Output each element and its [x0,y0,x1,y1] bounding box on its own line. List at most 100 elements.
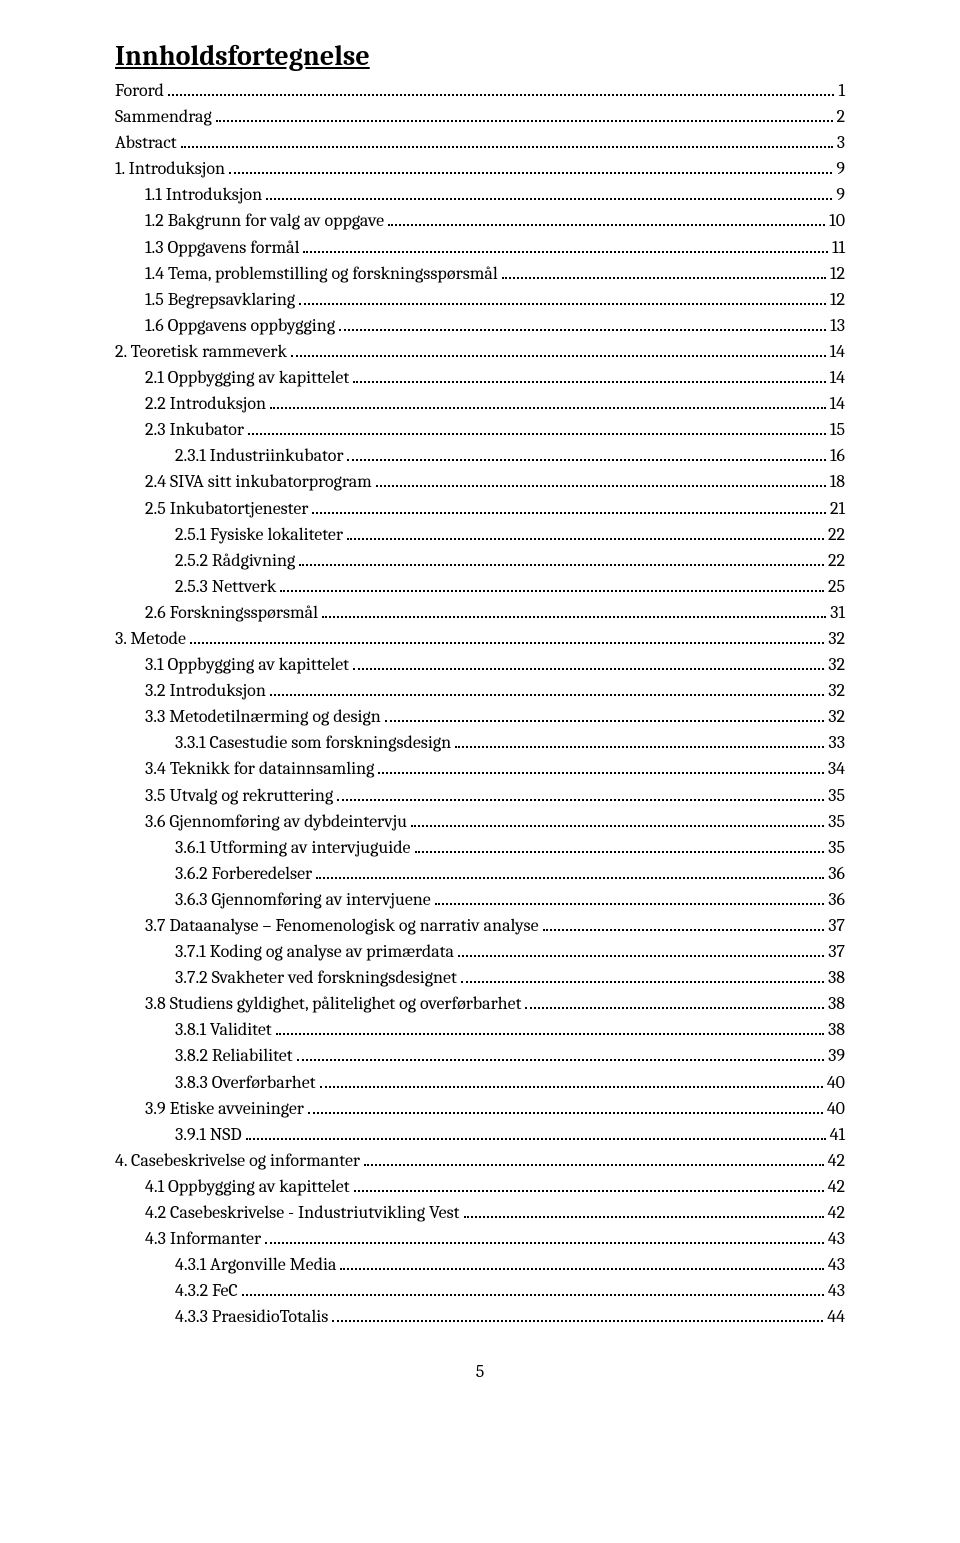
toc-entry: 4.3.2 FeC43 [115,1278,845,1304]
toc-entry: 2.3 Inkubator 15 [115,417,845,443]
toc-entry-label: 4.3.1 Argonville Media [175,1252,336,1278]
toc-entry-label: 3.7.1 Koding og analyse av primærdata [175,939,454,965]
toc-entry-label: 2.1 Oppbygging av kapittelet [145,365,349,391]
toc-leader-dots [291,355,826,357]
toc-entry-label: 2.5.1 Fysiske lokaliteter [175,522,343,548]
toc-entry-label: 3.7.2 Svakheter ved forskningsdesignet [175,965,457,991]
toc-entry-page: 18 [830,469,845,495]
toc-entry-label: 4. Casebeskrivelse og informanter [115,1148,360,1174]
toc-entry-label: 2.3 Inkubator [145,417,244,443]
toc-entry-page: 2 [837,104,846,130]
toc-entry-page: 3 [837,130,845,156]
toc-leader-dots [299,303,826,305]
toc-entry-page: 16 [830,443,845,469]
toc-entry: 3.8.1 Validitet 38 [115,1017,845,1043]
toc-entry-page: 38 [828,1017,845,1043]
toc-list: Forord1Sammendrag 2Abstract31. Introduksj… [115,78,845,1331]
toc-entry-label: Sammendrag [115,104,212,130]
toc-leader-dots [347,459,826,461]
toc-entry: Forord1 [115,78,845,104]
toc-entry-label: 3.7 Dataanalyse – Fenomenologisk og narr… [145,913,539,939]
toc-entry: 1.4 Tema, problemstilling og forskningss… [115,261,845,287]
toc-entry-label: 3.9 Etiske avveininger [145,1096,304,1122]
toc-entry-label: 3.8.1 Validitet [175,1017,272,1043]
toc-entry: 3.9 Etiske avveininger40 [115,1096,845,1122]
toc-entry: 2.4 SIVA sitt inkubatorprogram 18 [115,469,845,495]
toc-entry-label: 3.8 Studiens gyldighet, pålitelighet og … [145,991,521,1017]
toc-entry-label: 1.5 Begrepsavklaring [145,287,295,313]
toc-entry-label: 3.9.1 NSD [175,1122,242,1148]
toc-entry-page: 42 [828,1200,845,1226]
toc-entry: 4.3 Informanter43 [115,1226,845,1252]
toc-entry-page: 32 [828,652,845,678]
toc-leader-dots [266,198,832,200]
toc-leader-dots [332,1320,823,1322]
toc-entry-page: 1 [838,78,845,104]
toc-entry: 3.6.3 Gjennomføring av intervjuene36 [115,887,845,913]
page-number: 5 [115,1361,845,1382]
toc-leader-dots [297,1059,825,1061]
toc-entry: 1.6 Oppgavens oppbygging 13 [115,313,845,339]
toc-entry-label: 3.6 Gjennomføring av dybdeintervju [145,809,407,835]
toc-entry: 1.2 Bakgrunn for valg av oppgave10 [115,208,845,234]
toc-entry: 3.2 Introduksjon 32 [115,678,845,704]
toc-entry: 3.7.2 Svakheter ved forskningsdesignet38 [115,965,845,991]
toc-leader-dots [322,616,826,618]
toc-entry-page: 33 [828,730,845,756]
toc-entry-label: 3.2 Introduksjon [145,678,266,704]
toc-entry-page: 35 [828,835,845,861]
toc-leader-dots [337,799,824,801]
toc-entry: 1.5 Begrepsavklaring12 [115,287,845,313]
toc-entry-page: 31 [830,600,845,626]
toc-entry: 3.1 Oppbygging av kapittelet32 [115,652,845,678]
toc-leader-dots [303,251,827,253]
toc-leader-dots [502,277,826,279]
toc-entry-page: 15 [830,417,845,443]
toc-entry-label: 1.1 Introduksjon [145,182,262,208]
toc-entry-page: 13 [830,313,845,339]
toc-leader-dots [435,903,824,905]
toc-entry-page: 36 [828,887,845,913]
toc-leader-dots [411,825,824,827]
toc-entry-page: 34 [828,756,845,782]
toc-entry: 3.6 Gjennomføring av dybdeintervju 35 [115,809,845,835]
toc-entry: 3.9.1 NSD 41 [115,1122,845,1148]
toc-leader-dots [388,224,825,226]
toc-entry-page: 44 [827,1304,845,1330]
toc-leader-dots [168,94,835,96]
toc-leader-dots [354,1190,824,1192]
toc-entry-page: 22 [828,548,845,574]
toc-entry-page: 32 [828,678,845,704]
toc-entry-label: 4.3 Informanter [145,1226,261,1252]
toc-entry-label: 1.6 Oppgavens oppbygging [145,313,335,339]
toc-entry-label: 2.4 SIVA sitt inkubatorprogram [145,469,372,495]
toc-entry: 3.8.2 Reliabilitet39 [115,1043,845,1069]
toc-entry: 3.7 Dataanalyse – Fenomenologisk og narr… [115,913,845,939]
toc-leader-dots [458,955,824,957]
toc-leader-dots [270,694,824,696]
toc-entry: 3. Metode32 [115,626,845,652]
toc-entry-page: 40 [827,1070,845,1096]
toc-entry-label: 2.5.3 Nettverk [175,574,276,600]
toc-entry-page: 12 [830,261,845,287]
toc-leader-dots [385,720,824,722]
toc-entry: 3.6.2 Forberedelser36 [115,861,845,887]
toc-entry-label: 2.3.1 Industriinkubator [175,443,343,469]
toc-leader-dots [276,1033,824,1035]
toc-entry-label: 2.6 Forskningsspørsmål [145,600,318,626]
toc-entry-label: 1. Introduksjon [115,156,225,182]
toc-entry-page: 35 [828,809,845,835]
toc-entry: 2.5.1 Fysiske lokaliteter22 [115,522,845,548]
toc-entry-label: 3. Metode [115,626,186,652]
toc-entry-page: 41 [830,1122,845,1148]
toc-leader-dots [543,929,825,931]
toc-entry: Abstract3 [115,130,845,156]
toc-leader-dots [353,668,824,670]
toc-entry-page: 43 [828,1278,845,1304]
toc-entry: 3.5 Utvalg og rekruttering35 [115,783,845,809]
toc-entry-page: 37 [828,939,845,965]
toc-entry: 3.4 Teknikk for datainnsamling34 [115,756,845,782]
toc-entry: 1.1 Introduksjon9 [115,182,845,208]
toc-entry-label: 1.4 Tema, problemstilling og forskningss… [145,261,498,287]
toc-entry: 2.1 Oppbygging av kapittelet14 [115,365,845,391]
